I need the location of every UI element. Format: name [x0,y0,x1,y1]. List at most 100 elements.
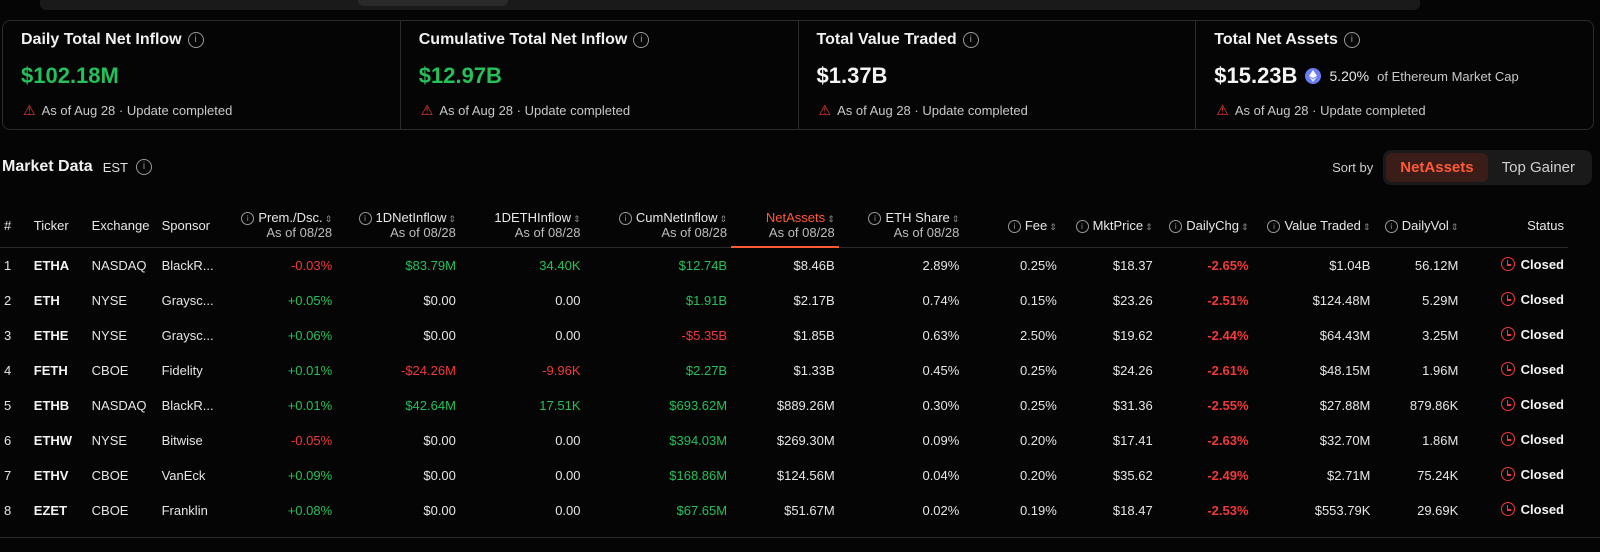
cell-eth-share: 0.63% [922,328,960,343]
cell-mkt-price: $24.26 [1112,363,1153,378]
cell-premium: +0.08% [287,503,333,518]
market-data-title: Market Data [2,158,93,175]
cell-fee: 0.15% [1019,293,1057,308]
cell-net-assets: $889.26M [776,398,835,413]
cell-exchange: NYSE [91,328,128,343]
sort-option-top-gainer[interactable]: Top Gainer [1501,158,1575,176]
table-row[interactable]: 1 ETHA NASDAQ BlackR... -0.03% $83.79M 34.40K $… [0,247,1568,283]
cell-daily-vol: 5.29M [1422,293,1459,308]
sort-icon: ⇕ [1362,221,1371,232]
table-row[interactable]: 2 ETH NYSE Graysc... +0.05% $0.00 0.00 $1.91B $2… [0,283,1568,318]
cell-ticker[interactable]: ETHW [33,433,73,448]
cell-1d-eth-inflow: 0.00 [555,433,581,448]
cell-eth-share: 0.30% [922,398,960,413]
cell-value-traded: $553.79K [1314,503,1371,518]
cell-sponsor: Graysc... [161,328,214,343]
card-daily-net-inflow: Daily Total Net Inflow i $102.18M ⚠ As of … [3,21,401,129]
cell-1d-net-inflow: $0.00 [423,503,456,518]
cell-ticker[interactable]: ETH [33,293,60,308]
info-icon[interactable]: i [136,159,152,175]
cell-1d-net-inflow: $0.00 [423,433,456,448]
cell-premium: +0.09% [287,468,333,483]
sort-toggle: NetAssets Top Gainer [1383,149,1592,185]
cell-status: Closed [1462,318,1568,353]
cell-cum-net-inflow: -$5.35B [681,328,728,343]
info-icon[interactable]: i [187,32,204,48]
table-row[interactable]: 6 ETHW NYSE Bitwise -0.05% $0.00 0.00 $394.03M $… [0,423,1568,458]
cell-ticker[interactable]: ETHV [33,468,69,483]
cell-premium: -0.05% [290,433,333,448]
column-header-rank: # [0,204,30,248]
info-icon[interactable]: i [962,32,979,48]
cell-1d-eth-inflow: 0.00 [555,328,581,343]
card-total-value-traded: Total Value Traded i $1.37B ⚠ As of Aug 28… [799,21,1197,129]
sort-icon: ⇕ [1450,221,1459,232]
info-icon: i [1169,219,1183,233]
sort-control: Sort by NetAssets Top Gainer [1332,149,1592,185]
ethereum-icon [1305,68,1322,84]
card-title: Total Net Assets [1214,31,1338,48]
cell-cum-net-inflow: $168.86M [669,468,728,483]
cell-daily-vol: 29.69K [1417,503,1459,518]
clock-icon [1500,397,1515,412]
cell-sponsor: Fidelity [161,363,203,378]
column-header-daily-vol[interactable]: i DailyVol ⇕ [1374,204,1463,248]
cell-daily-chg: -2.44% [1207,328,1249,343]
cell-ticker[interactable]: ETHA [33,257,70,273]
sort-icon: ⇕ [951,214,960,225]
market-data-header: Market Data EST i Sort by NetAssets Top … [2,149,1592,185]
column-header-cum-net-inflow[interactable]: i CumNetInflow ⇕ As of 08/28 [584,204,732,248]
column-header-eth-share[interactable]: i ETH Share ⇕ As of 08/28 [838,204,964,248]
sort-option-netassets[interactable]: NetAssets [1386,152,1488,182]
cell-value-traded: $1.04B [1329,257,1371,273]
column-header-mkt-price[interactable]: i MktPrice ⇕ [1060,204,1157,248]
market-cap-share: 5.20% [1329,68,1370,84]
cell-ticker[interactable]: ETHE [33,328,69,343]
cell-daily-chg: -2.55% [1207,398,1249,413]
column-header-value-traded[interactable]: i Value Traded ⇕ [1252,204,1375,248]
column-header-fee[interactable]: i Fee ⇕ [963,204,1061,248]
table-row[interactable]: 3 ETHE NYSE Graysc... +0.06% $0.00 0.00 -$5.35B… [0,318,1568,353]
cell-ticker[interactable]: FETH [33,363,68,378]
sort-icon: ⇕ [324,214,333,225]
column-header-1d-eth-inflow[interactable]: 1DETHInflow ⇕ As of 08/28 [459,204,585,248]
column-header-daily-chg[interactable]: i DailyChg ⇕ [1156,204,1253,248]
cell-1d-eth-inflow: 0.00 [555,293,581,308]
column-header-net-assets[interactable]: NetAssets ⇕ As of 08/28 [731,204,839,248]
cell-status: Closed [1462,423,1568,458]
cell-daily-chg: -2.53% [1207,503,1249,518]
cell-daily-chg: -2.61% [1207,363,1249,378]
cell-ticker[interactable]: ETHB [33,398,70,413]
info-icon[interactable]: i [633,32,650,48]
cell-premium: -0.03% [290,257,333,273]
cell-net-assets: $51.67M [784,503,835,518]
sort-icon: ⇕ [448,214,456,225]
cell-exchange: NYSE [91,433,128,448]
cell-cum-net-inflow: $67.65M [676,503,728,518]
sort-icon: ⇕ [572,214,581,225]
cell-daily-vol: 75.24K [1417,468,1459,483]
cell-value-traded: $124.48M [1312,293,1371,308]
cell-net-assets: $1.33B [793,363,835,378]
card-value: $12.97B [418,63,502,88]
table-row[interactable]: 5 ETHB NASDAQ BlackR... +0.01% $42.64M 17.51K $… [0,388,1568,423]
table-row[interactable]: 8 EZET CBOE Franklin +0.08% $0.00 0.00 $67.65M $… [0,493,1568,528]
cell-daily-vol: 3.25M [1422,328,1459,343]
column-header-premium[interactable]: i Prem./Dsc. ⇕ As of 08/28 [237,204,337,248]
info-icon[interactable]: i [1343,32,1360,48]
column-header-exchange: Exchange [87,204,158,248]
cell-exchange: CBOE [91,363,129,378]
card-title: Total Value Traded [816,31,957,48]
table-row[interactable]: 7 ETHV CBOE VanEck +0.09% $0.00 0.00 $168.86M $1… [0,458,1568,493]
timezone-label: EST [102,159,128,175]
top-nav-tab[interactable] [358,0,508,6]
cell-value-traded: $2.71M [1327,468,1371,483]
market-cap-note: of Ethereum Market Cap [1377,68,1519,84]
cell-ticker[interactable]: EZET [33,503,68,518]
sort-icon: ⇕ [1145,221,1153,232]
column-header-1d-net-inflow[interactable]: i 1DNetInflow ⇕ As of 08/28 [336,204,460,248]
cell-eth-share: 2.89% [922,257,960,273]
table-row[interactable]: 4 FETH CBOE Fidelity +0.01% -$24.26M -9.96K $2.… [0,353,1568,388]
cell-exchange: NYSE [91,293,128,308]
cell-exchange: CBOE [91,468,129,483]
